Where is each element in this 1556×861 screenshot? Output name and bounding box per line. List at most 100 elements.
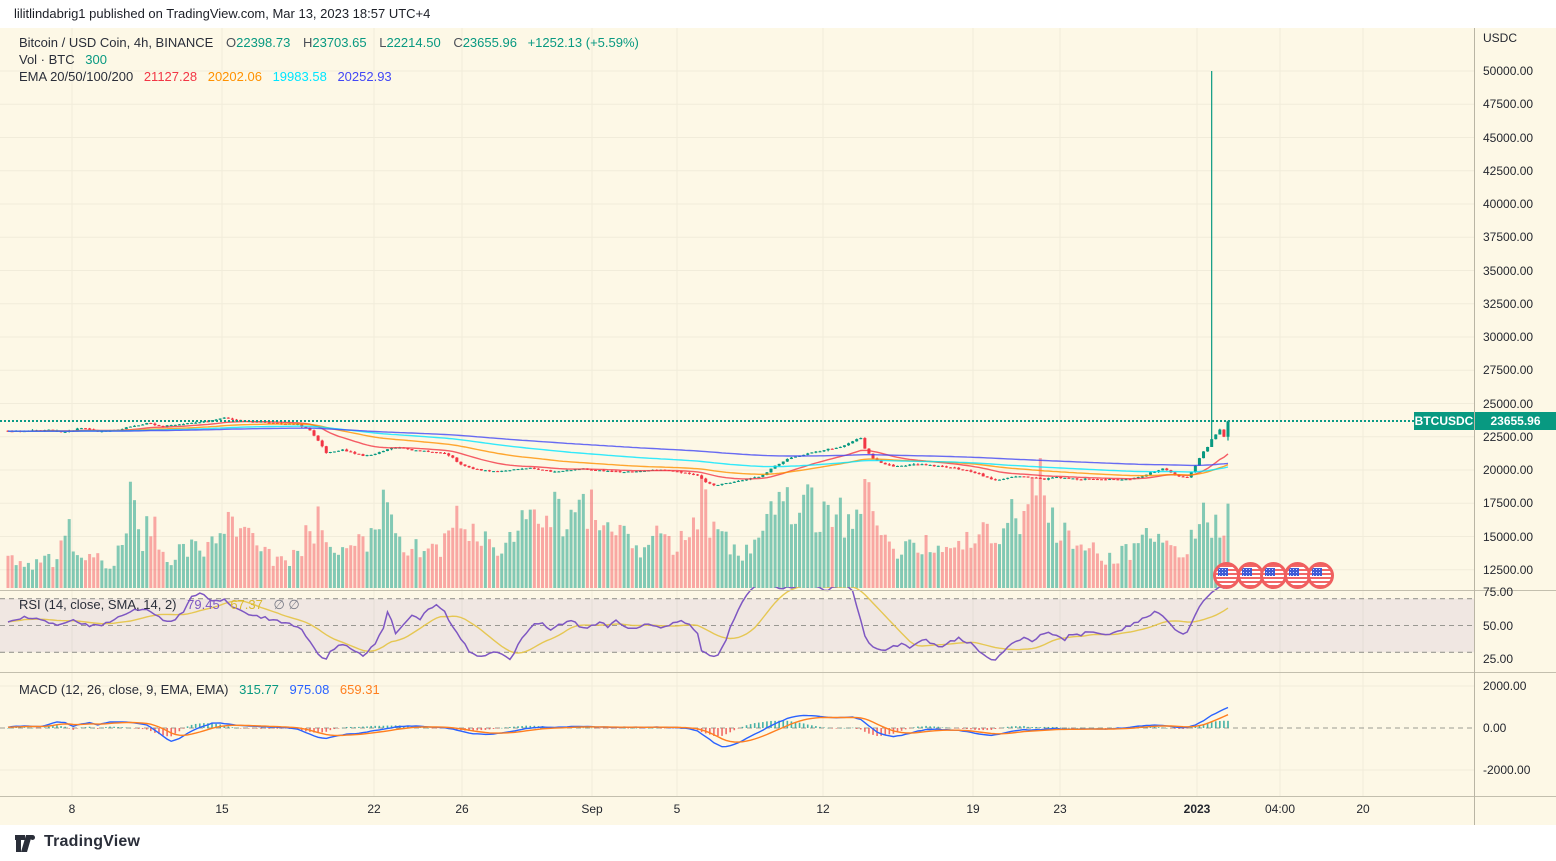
chart-area[interactable]: Bitcoin / USD Coin, 4h, BINANCE O22398.7… — [0, 28, 1556, 825]
time-tick-label: 20 — [1356, 802, 1370, 816]
symbol-legend-row[interactable]: Bitcoin / USD Coin, 4h, BINANCE O22398.7… — [19, 34, 639, 51]
price-tick-label: 20000.00 — [1483, 463, 1534, 477]
ema100-value: 19983.58 — [272, 69, 327, 84]
macd-tick-label: 0.00 — [1483, 721, 1507, 735]
last-price-label[interactable]: 23655.96 — [1475, 412, 1556, 430]
usa-flag-sticker[interactable] — [1213, 562, 1240, 589]
price-tick-label: 42500.00 — [1483, 163, 1534, 178]
time-tick-label: 04:00 — [1264, 802, 1296, 816]
rsi-sma-value: 67.37 — [230, 597, 263, 612]
time-tick-label: 12 — [816, 802, 830, 816]
close-value: 23655.96 — [462, 35, 517, 50]
last-price-line — [0, 420, 1414, 422]
volume-layer — [6, 458, 1230, 588]
price-tick-label: 35000.00 — [1483, 263, 1534, 278]
price-tick-label: 45000.00 — [1483, 130, 1534, 145]
usa-flag-sticker[interactable] — [1260, 562, 1287, 589]
price-tick-label: 47500.00 — [1483, 97, 1534, 112]
macd-hist-value: 315.77 — [239, 682, 279, 697]
time-tick-label: 26 — [455, 802, 469, 816]
rsi-label[interactable]: RSI (14, close, SMA, 14, 2) — [19, 597, 177, 612]
volume-label[interactable]: Vol · BTC — [19, 52, 75, 67]
ema200-line — [8, 427, 1229, 467]
ema20-value: 21127.28 — [143, 69, 198, 84]
macd-signal-value: 659.31 — [339, 682, 380, 697]
price-tick-label: 15000.00 — [1483, 529, 1534, 544]
price-axis-border — [1474, 28, 1475, 825]
change-value: +1252.13 (+5.59%) — [527, 35, 639, 50]
macd-pane — [7, 706, 1229, 748]
candles-layer — [6, 71, 1230, 487]
price-tick-label: 17500.00 — [1483, 496, 1534, 511]
time-tick-label: 15 — [215, 802, 229, 816]
rsi-tick-label: 25.00 — [1483, 652, 1514, 666]
rsi-value: 79.45 — [187, 597, 220, 612]
high-value: 23703.65 — [312, 35, 367, 50]
rsi-pane — [7, 587, 1229, 661]
macd-label[interactable]: MACD (12, 26, close, 9, EMA, EMA) — [19, 682, 229, 697]
volume-legend-row[interactable]: Vol · BTC 300 — [19, 51, 639, 68]
ema200-value: 20252.93 — [337, 69, 392, 84]
open-label: O — [225, 35, 237, 50]
price-tick-label: 32500.00 — [1483, 296, 1534, 311]
low-label: L — [379, 35, 387, 50]
usa-flag-sticker[interactable] — [1307, 562, 1334, 589]
ema-label[interactable]: EMA 20/50/100/200 — [19, 69, 134, 84]
low-value: 22214.50 — [386, 35, 441, 50]
ema50-value: 20202.06 — [207, 69, 262, 84]
time-tick-label: Sep — [581, 802, 603, 816]
price-tick-label: 37500.00 — [1483, 230, 1534, 245]
time-tick-label: 5 — [673, 802, 681, 816]
gridlines — [0, 28, 1474, 796]
macd-line-value: 975.08 — [289, 682, 330, 697]
time-tick-label: 23 — [1053, 802, 1067, 816]
flag-canton — [1218, 568, 1228, 576]
axis-currency-label: USDC — [1483, 31, 1518, 45]
rsi-legend-row[interactable]: RSI (14, close, SMA, 14, 2) 79.45 67.37 … — [19, 597, 300, 613]
ema100-line — [8, 425, 1229, 473]
symbol-legend[interactable]: Bitcoin / USD Coin, 4h, BINANCE O22398.7… — [19, 34, 639, 85]
macd-tick-label: 2000.00 — [1483, 679, 1527, 693]
rsi-hidden-values: ∅ ∅ — [273, 597, 300, 612]
time-tick-label: 2023 — [1183, 802, 1211, 816]
price-tick-label: 12500.00 — [1483, 562, 1534, 577]
symbol-flag-label[interactable]: BTCUSDC — [1414, 412, 1474, 430]
flag-canton — [1265, 568, 1275, 576]
publish-attribution-bar: lilitlindabrig1 published on TradingView… — [0, 0, 1556, 28]
time-tick-label: 22 — [367, 802, 381, 816]
close-label: C — [453, 35, 463, 50]
rsi-tick-label: 50.00 — [1483, 618, 1514, 633]
footer: TradingView — [0, 825, 1556, 861]
macd-signal-line — [7, 714, 1229, 743]
open-value: 22398.73 — [236, 35, 291, 50]
pane-separator-rsi-macd[interactable] — [0, 672, 1556, 673]
macd-legend-row[interactable]: MACD (12, 26, close, 9, EMA, EMA) 315.77… — [19, 682, 380, 697]
time-axis-border — [0, 796, 1556, 797]
tradingview-wordmark[interactable]: TradingView — [44, 833, 141, 850]
rsi-tick-label: 75.00 — [1483, 585, 1514, 599]
flag-canton — [1241, 568, 1252, 576]
ema20-line — [7, 420, 1229, 480]
pane-separator-price-rsi[interactable] — [0, 590, 1556, 591]
macd-tick-label: -2000.00 — [1483, 763, 1531, 777]
symbol-title[interactable]: Bitcoin / USD Coin, 4h, BINANCE — [19, 35, 214, 50]
ema50-line — [7, 423, 1229, 477]
price-axis[interactable]: USDC 50000.00 47500.00 45000.00 42500.00 400… — [1474, 28, 1556, 825]
time-tick-label: 19 — [966, 802, 980, 816]
flag-canton — [1288, 568, 1299, 576]
price-tick-label: 50000.00 — [1483, 64, 1534, 78]
rsi-sma-line — [7, 587, 1229, 654]
tradingview-logo[interactable] — [14, 834, 38, 853]
publish-attribution-text: lilitlindabrig1 published on TradingView… — [14, 6, 431, 21]
high-label: H — [302, 35, 313, 50]
time-tick-label: 8 — [68, 802, 76, 816]
price-tick-label: 27500.00 — [1483, 363, 1534, 378]
chart-canvas[interactable] — [0, 28, 1474, 825]
price-tick-label: 25000.00 — [1483, 396, 1534, 411]
time-axis[interactable]: 8 15 22 26 Sep 5 12 19 23 2023 04:00 20 — [0, 796, 1474, 825]
price-tick-label: 40000.00 — [1483, 197, 1534, 211]
ema-legend-row[interactable]: EMA 20/50/100/200 21127.28 20202.06 1998… — [19, 68, 639, 85]
flag-canton — [1312, 568, 1322, 576]
price-tick-label: 22500.00 — [1483, 429, 1534, 444]
